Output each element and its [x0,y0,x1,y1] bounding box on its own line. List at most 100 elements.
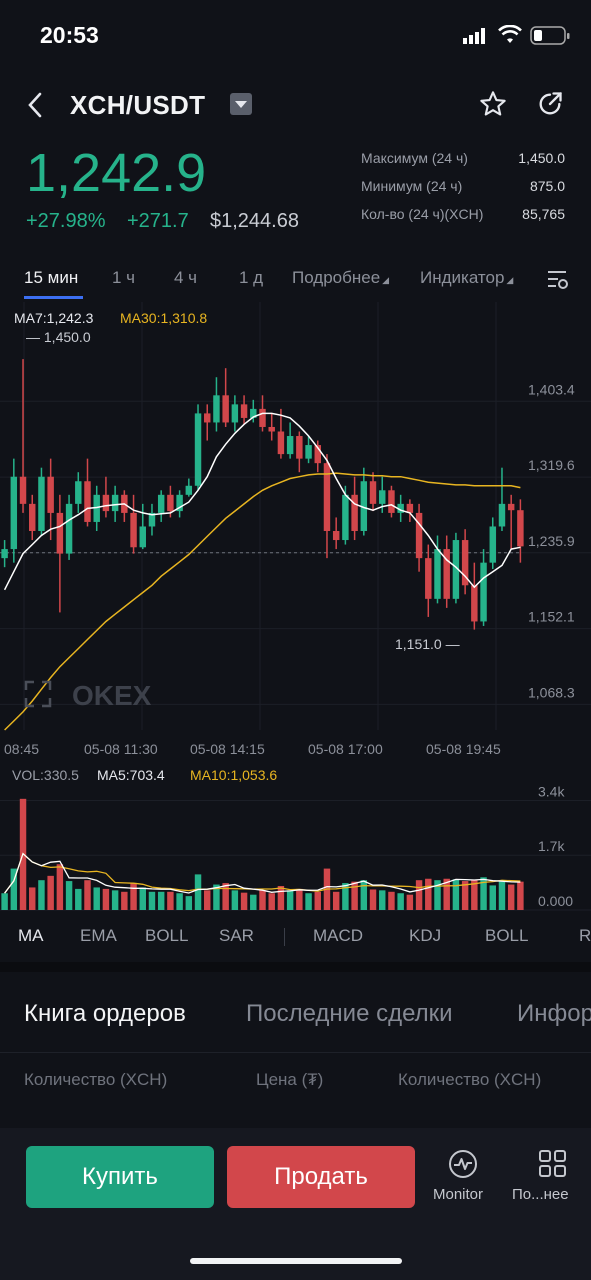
volume-svg: 3.4k 1.7k 0.000 [0,783,591,911]
x-tick-label: 05-08 17:00 [308,741,383,757]
status-time: 20:53 [40,22,99,48]
candlestick-chart[interactable]: 1,403.4 1,319.6 1,235.9 1,152.1 1,068.3 08:4… [0,302,591,762]
candle-body [314,445,321,464]
volume-bar [167,891,174,910]
ind-ema[interactable]: EMA [80,926,117,945]
volume-bar [121,891,128,910]
tab-info[interactable]: Инфор [517,1000,591,1027]
sell-button[interactable]: Продать [227,1146,415,1208]
signal-icon [463,28,487,49]
candle-body [498,503,506,527]
volume-bar [434,880,441,910]
ind-boll[interactable]: BOLL [145,926,189,945]
candle-body [65,503,73,554]
candle-body [461,540,469,586]
volume-bar [415,880,423,910]
vol-legend: VOL:330.5 [12,767,79,783]
volume-bar [231,890,239,910]
candle-body [194,413,202,486]
tab-4h[interactable]: 4 ч [174,268,198,287]
indicator-tabs: MA EMA BOLL SAR MACD KDJ BOLL R [0,920,591,954]
monitor-icon [447,1148,479,1185]
stat-low-value: 875.0 [529,178,565,194]
volume-bar [157,891,165,910]
ind-kdj[interactable]: KDJ [409,926,442,945]
ma30-legend: MA30:1,310.8 [120,310,208,326]
tab-more[interactable]: Подробнее ◢ [292,268,390,287]
indicator-divider [284,928,285,946]
tab-15m[interactable]: 15 мин [24,268,79,287]
tab-recent-trades[interactable]: Последние сделки [246,1000,453,1027]
candle-body [351,494,358,531]
high-annotation: — 1,450.0 [26,329,91,345]
volume-bar [489,885,496,910]
volume-bar [471,880,478,910]
timeframe-tabs: 15 мин 1 ч 4 ч 1 д Подробнее ◢ Индикатор ◢ [0,262,591,302]
y-tick-label: 1,403.4 [528,381,575,397]
volume-bar [139,887,146,910]
section-divider [0,962,591,972]
candle-body [507,503,515,511]
tab-1d[interactable]: 1 д [239,268,264,287]
ma7-legend: MA7:1,242.3 [14,310,94,326]
volume-bar [130,883,137,910]
volume-bar [213,884,220,910]
candle-body [452,540,460,599]
volume-bar [65,881,73,910]
wifi-icon [498,24,522,50]
monitor-button[interactable]: Monitor [430,1146,496,1208]
pair-title[interactable]: XCH/USDT [70,90,206,120]
candle-body [111,494,119,512]
ind-ma[interactable]: MA [18,926,44,945]
vol-y-tick-label: 1.7k [538,838,565,854]
candle-body [443,549,450,599]
pair-dropdown-icon[interactable] [230,93,252,120]
back-icon[interactable] [26,92,46,123]
tab-indicator[interactable]: Индикатор ◢ [420,268,514,287]
ma30-line [4,472,521,731]
home-indicator [190,1258,402,1264]
buy-button[interactable]: Купить [26,1146,214,1208]
volume-bar [277,885,285,910]
candlestick-svg[interactable]: 1,403.4 1,319.6 1,235.9 1,152.1 1,068.3 08:4… [0,302,591,762]
volume-bar [47,875,54,910]
more-button[interactable]: По...нее [508,1146,588,1208]
ma7-line [3,412,521,591]
candle-body [480,562,487,622]
candle-body [471,585,478,622]
candle-body [176,494,183,512]
candle-body [10,476,18,550]
candle-body [75,481,82,504]
tab-order-book[interactable]: Книга ордеров [24,1000,186,1027]
tab-1h[interactable]: 1 ч [112,268,136,287]
candle-body [305,445,312,459]
candle-body [231,404,239,423]
volume-bar [56,864,64,910]
battery-icon [530,26,570,51]
stat-volume-label: Кол-во (24 ч)(XCH) [361,206,484,222]
ind-r[interactable]: R [579,926,591,945]
volume-bar [443,878,450,910]
ind-boll-sub[interactable]: BOLL [485,926,529,945]
volume-bar [222,883,229,910]
candle-body [93,494,100,522]
change-absolute: +271.7 [127,210,189,232]
candle-body [1,549,8,559]
ind-macd[interactable]: MACD [313,926,364,945]
volume-bar [342,883,349,910]
volume-bar [102,888,110,910]
ind-sar[interactable]: SAR [219,926,254,945]
chart-settings-icon[interactable] [546,268,570,297]
okex-logo-icon [24,680,52,713]
usd-price: $1,244.68 [210,210,299,232]
vol-y-tick-label: 0.000 [538,893,573,909]
favorite-star-icon[interactable] [479,90,507,123]
share-icon[interactable] [536,90,564,123]
volume-bar [480,877,487,910]
candle-body [379,490,386,504]
candle-body [286,436,294,455]
y-tick-label: 1,235.9 [528,533,575,549]
y-tick-label: 1,152.1 [528,609,575,625]
candle-body [277,431,285,455]
candle-body [29,503,36,531]
